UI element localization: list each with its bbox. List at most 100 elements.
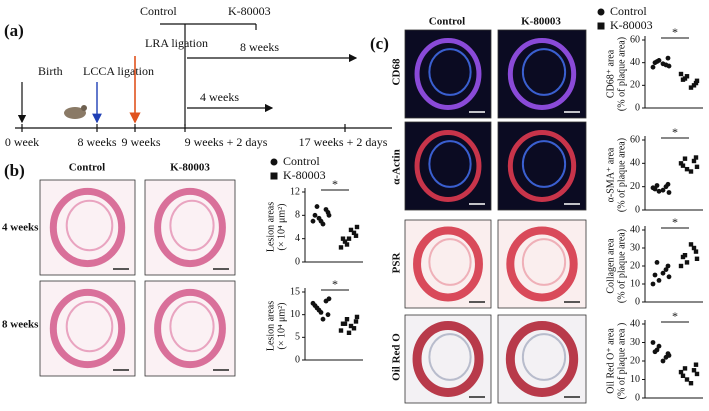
dot (351, 326, 357, 331)
plaque (169, 300, 215, 353)
dot (688, 169, 694, 174)
plaque (65, 199, 114, 252)
panel-label: (c) (370, 34, 389, 53)
event-label: LRA ligation (145, 36, 208, 50)
y-tick-label: 30 (630, 242, 640, 253)
y-tick-label: 10 (630, 278, 640, 289)
legend-marker (597, 8, 605, 16)
vessel-wall (154, 187, 226, 268)
column-header: K-80003 (170, 162, 210, 174)
vessel-wall (49, 288, 126, 369)
dot (693, 249, 699, 254)
timepoint: 8 weeks (78, 135, 117, 149)
y-tick-label: 0 (295, 354, 300, 365)
dot (348, 323, 354, 329)
dot (682, 156, 688, 161)
dot (678, 369, 684, 375)
dot (353, 233, 359, 238)
timepoint: 0 week (5, 135, 39, 149)
dot (340, 236, 346, 241)
dot (666, 274, 672, 280)
dot (688, 242, 694, 247)
column-header: K-80003 (521, 16, 561, 28)
legend-marker (270, 172, 278, 180)
panel-label: (a) (4, 21, 24, 40)
annotation: * (672, 25, 678, 39)
mouse-icon (64, 107, 86, 119)
dot (684, 74, 690, 79)
dot (660, 270, 666, 276)
plaque (521, 48, 567, 96)
axis (644, 226, 703, 303)
annotation: * (672, 125, 678, 139)
axis (644, 320, 703, 399)
duration-label: 4 weeks (200, 90, 239, 104)
dot (314, 204, 320, 209)
dot (660, 61, 666, 67)
group-label: K-80003 (228, 4, 271, 18)
dot (354, 224, 360, 230)
dot (312, 212, 318, 218)
annotation: * (332, 177, 338, 191)
vessel-wall (506, 226, 578, 302)
y-tick-label: 8 (295, 210, 300, 221)
axis (644, 136, 703, 211)
y-axis-label: CD68⁺ area (605, 49, 616, 98)
plaque (428, 333, 472, 381)
dot (654, 347, 660, 353)
y-axis-label: α-SMA⁺ area (605, 147, 616, 202)
dot (666, 190, 672, 195)
dot (680, 163, 686, 168)
row-label: α-Actin (391, 149, 403, 184)
dot (320, 316, 326, 322)
dot (354, 314, 360, 320)
dot (694, 164, 700, 170)
dot (691, 368, 697, 373)
dot (351, 230, 357, 236)
y-tick-label: 60 (630, 134, 640, 145)
dot (665, 263, 671, 269)
dot (684, 377, 690, 382)
vessel-wall (413, 226, 483, 302)
dot (684, 260, 690, 265)
dot (691, 158, 697, 164)
legend-label: K-80003 (283, 168, 326, 182)
vessel-wall (414, 38, 482, 110)
dot (326, 296, 332, 302)
dot (310, 300, 316, 306)
axis (304, 288, 363, 361)
plaque (169, 199, 215, 252)
y-tick-label: 5 (295, 332, 300, 343)
timepoint: 9 weeks (122, 135, 161, 149)
dot (656, 188, 662, 194)
dot (678, 71, 684, 77)
column-header: Control (429, 16, 465, 28)
mouse-icon (81, 105, 87, 111)
plaque (65, 300, 114, 353)
dot (678, 161, 684, 166)
plaque (428, 238, 472, 286)
y-tick-label: 0 (635, 204, 640, 215)
dot (654, 59, 660, 64)
plaque (428, 140, 472, 188)
y-axis-label: Oil Red O⁺ area (605, 328, 616, 394)
legend-marker (597, 22, 605, 30)
dot (654, 183, 660, 188)
row-label: CD68 (391, 58, 403, 85)
dot (682, 366, 688, 371)
dot (650, 185, 656, 191)
y-tick-label: 20 (630, 181, 640, 192)
dot (348, 227, 354, 233)
dot (682, 76, 688, 81)
y-tick-label: 0 (295, 256, 300, 267)
y-tick-label: 40 (630, 318, 640, 329)
row-label: Oil Red O (391, 333, 403, 381)
y-tick-label: 20 (630, 80, 640, 91)
dot (656, 278, 662, 283)
dot (650, 281, 656, 287)
y-tick-label: 40 (630, 158, 640, 169)
dot (344, 317, 350, 322)
y-tick-label: 60 (630, 34, 640, 45)
plaque (428, 48, 472, 96)
